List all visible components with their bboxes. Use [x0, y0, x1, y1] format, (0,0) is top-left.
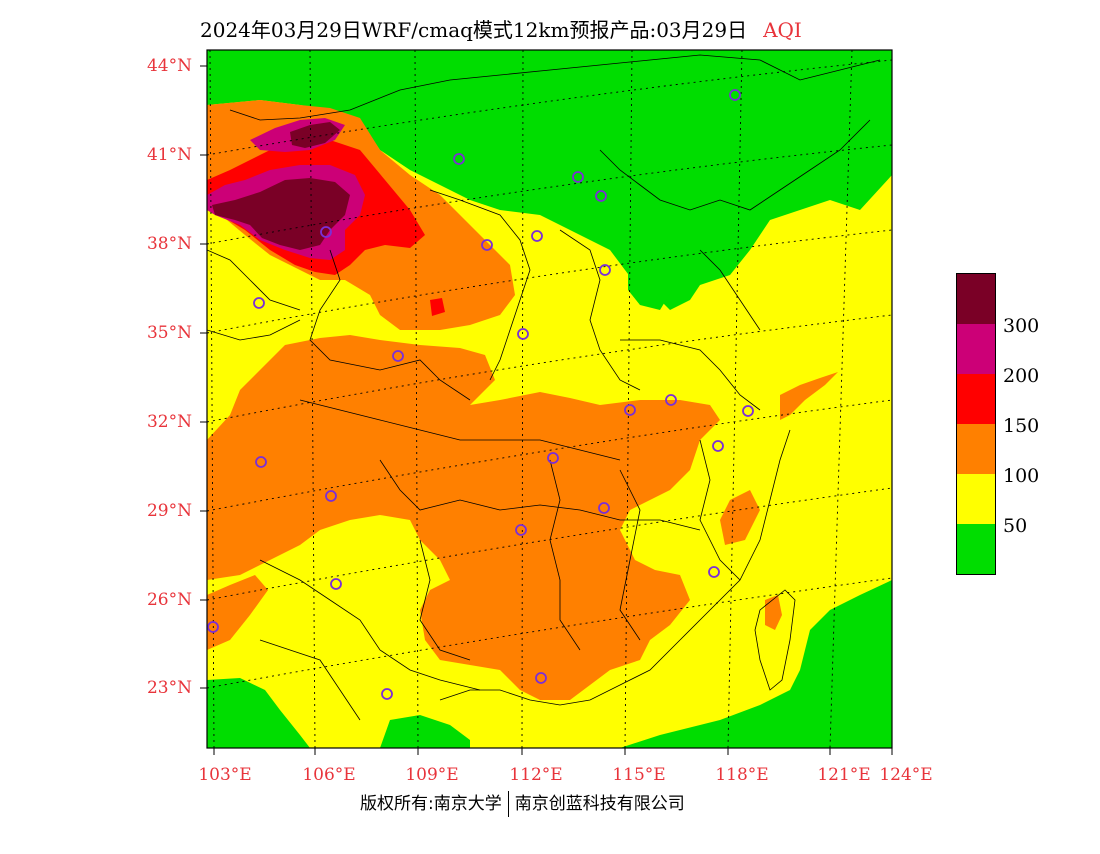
station-marker	[531, 230, 543, 242]
legend-label: 200	[1003, 365, 1040, 387]
station-marker	[517, 328, 529, 340]
station-marker	[481, 239, 493, 251]
legend-label: 100	[1003, 465, 1040, 487]
lon-label: 121°E	[817, 765, 871, 785]
lon-label: 103°E	[198, 765, 252, 785]
copyright-company: 南京创蓝科技有限公司	[514, 794, 685, 814]
legend-swatch-moderate	[957, 474, 995, 524]
aqi-zone-good-south-coast	[380, 715, 470, 748]
legend-swatch-sensitive	[957, 424, 995, 474]
station-marker	[255, 456, 267, 468]
station-marker	[515, 524, 527, 536]
station-marker	[708, 566, 720, 578]
legend-label: 50	[1003, 515, 1028, 537]
copyright-owner: 版权所有:南京大学	[360, 794, 502, 814]
station-marker	[598, 502, 610, 514]
station-marker	[330, 578, 342, 590]
copyright-footer: 版权所有:南京大学 南京创蓝科技有限公司	[360, 789, 685, 817]
lon-label: 124°E	[879, 765, 933, 785]
legend-label: 150	[1003, 415, 1040, 437]
station-marker	[453, 153, 465, 165]
station-marker	[624, 404, 636, 416]
lon-label: 115°E	[612, 765, 666, 785]
lat-label: 32°N	[146, 412, 192, 432]
axis-ticks	[200, 65, 893, 755]
station-marker	[665, 394, 677, 406]
station-marker	[253, 297, 265, 309]
station-marker	[535, 672, 547, 684]
legend-swatch-good	[957, 524, 995, 574]
aqi-zone-good-hebei-patch	[628, 260, 672, 310]
color-legend	[956, 273, 996, 575]
lon-label: 106°E	[302, 765, 356, 785]
station-marker	[381, 688, 393, 700]
station-marker	[392, 350, 404, 362]
station-marker	[742, 405, 754, 417]
station-marker	[712, 440, 724, 452]
station-marker	[325, 490, 337, 502]
lat-label: 35°N	[146, 323, 192, 343]
aqi-zone-sensitive-southwest	[207, 575, 268, 650]
station-markers	[207, 89, 754, 700]
aqi-zone-good-southwest	[207, 678, 310, 748]
lon-label: 112°E	[509, 765, 563, 785]
map-frame	[206, 49, 893, 749]
station-marker	[599, 264, 611, 276]
aqi-zone-sensitive-taiwan	[765, 595, 782, 630]
lat-label: 29°N	[146, 501, 192, 521]
graticule	[207, 50, 892, 748]
station-marker	[547, 452, 559, 464]
legend-swatch-unhealthy	[957, 374, 995, 424]
lat-label: 26°N	[146, 590, 192, 610]
lat-label: 44°N	[146, 56, 192, 76]
province-boundaries	[207, 54, 881, 721]
lon-label: 118°E	[715, 765, 769, 785]
lon-label: 109°E	[405, 765, 459, 785]
footer-divider	[507, 791, 509, 817]
variable-label: AQI	[763, 18, 802, 42]
lat-label: 38°N	[146, 234, 192, 254]
lat-label: 41°N	[146, 145, 192, 165]
aqi-zone-good-southeast-sea	[620, 580, 892, 748]
map-title-text: 2024年03月29日WRF/cmaq模式12km预报产品:03月29日	[200, 18, 748, 42]
map-title: 2024年03月29日WRF/cmaq模式12km预报产品:03月29日 AQI	[200, 14, 802, 43]
station-marker	[729, 89, 741, 101]
aqi-zone-hazardous-north	[290, 122, 340, 148]
aqi-zone-hazardous	[212, 178, 350, 250]
legend-swatch-hazardous	[957, 274, 995, 324]
legend-swatch-very-unhealthy	[957, 324, 995, 374]
aqi-zone-sensitive-jiangsu-coast	[780, 372, 838, 420]
aqi-zone-sensitive-central	[207, 335, 720, 700]
station-marker	[572, 171, 584, 183]
station-marker	[595, 190, 607, 202]
aqi-zone-unhealthy-spot	[430, 298, 445, 316]
legend-label: 300	[1003, 315, 1040, 337]
lat-label: 23°N	[146, 678, 192, 698]
aqi-zone-sensitive-fujian	[720, 490, 760, 545]
station-marker	[320, 226, 332, 238]
station-marker	[207, 621, 219, 633]
aqi-zone-good-north	[207, 50, 892, 310]
